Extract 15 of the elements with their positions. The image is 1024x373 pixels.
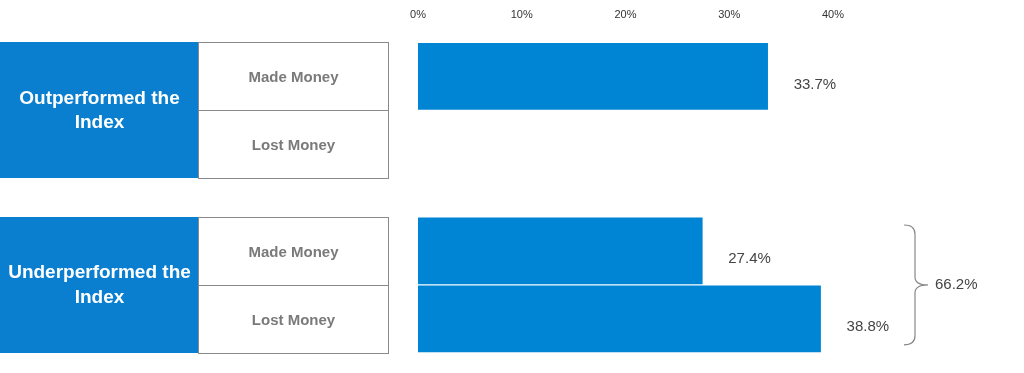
y-tick-label: Made Money [198,42,389,112]
y-tick-label: Made Money [198,216,389,286]
x-tick-label: 30% [718,7,741,20]
x-tick-label: 20% [614,7,637,20]
data-label: 38.8% [846,316,890,334]
x-tick-label: 40% [821,7,845,20]
data-label: 33.7% [793,74,837,92]
y-tick-label: Lost Money [198,110,389,180]
text: 66.2% [935,274,978,292]
y-tick-label: Lost Money [198,284,389,354]
x-tick-label: 10% [510,7,533,20]
text: Underperformed the Index [0,216,199,353]
text: Outperformed the Index [0,42,199,179]
data-label: 27.4% [728,249,771,267]
x-tick-label: 0% [410,7,427,20]
